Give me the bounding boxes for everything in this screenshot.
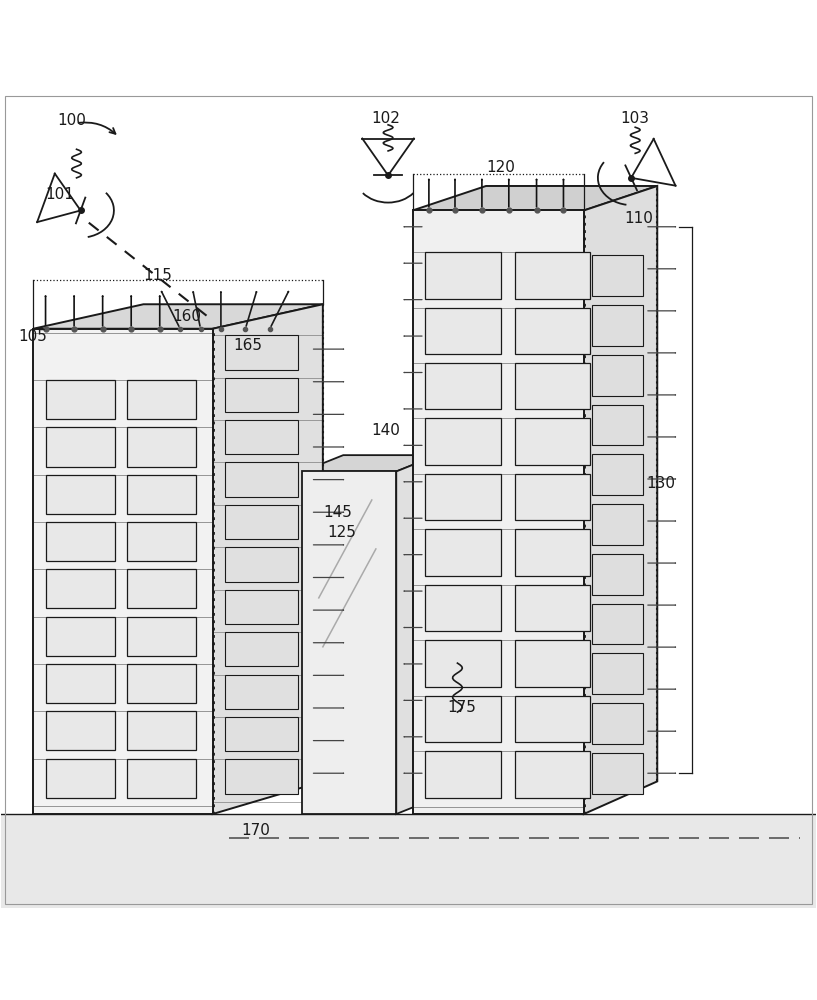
Polygon shape — [592, 454, 643, 495]
Polygon shape — [592, 554, 643, 595]
Polygon shape — [302, 471, 396, 814]
Polygon shape — [592, 703, 643, 744]
Text: 101: 101 — [46, 187, 74, 202]
Polygon shape — [33, 304, 323, 329]
Polygon shape — [425, 474, 501, 520]
Polygon shape — [127, 380, 196, 419]
Polygon shape — [46, 522, 115, 561]
Text: 110: 110 — [625, 211, 654, 226]
Text: 145: 145 — [323, 505, 352, 520]
Text: 170: 170 — [241, 823, 270, 838]
Polygon shape — [425, 308, 501, 354]
Polygon shape — [515, 418, 591, 465]
Polygon shape — [592, 255, 643, 296]
Polygon shape — [127, 617, 196, 656]
Polygon shape — [225, 717, 298, 751]
Polygon shape — [592, 753, 643, 794]
Text: 165: 165 — [233, 338, 262, 353]
Polygon shape — [592, 504, 643, 545]
Polygon shape — [225, 547, 298, 582]
Polygon shape — [46, 380, 115, 419]
Polygon shape — [127, 569, 196, 608]
Polygon shape — [515, 308, 591, 354]
Polygon shape — [425, 252, 501, 299]
Text: 100: 100 — [58, 113, 87, 128]
Polygon shape — [413, 186, 657, 210]
Polygon shape — [225, 335, 298, 370]
Polygon shape — [425, 363, 501, 409]
Polygon shape — [225, 462, 298, 497]
Polygon shape — [46, 617, 115, 656]
Polygon shape — [46, 664, 115, 703]
Polygon shape — [225, 590, 298, 624]
Polygon shape — [127, 522, 196, 561]
Polygon shape — [225, 505, 298, 539]
Polygon shape — [212, 304, 323, 814]
Polygon shape — [515, 751, 591, 798]
Text: 105: 105 — [19, 329, 47, 344]
Polygon shape — [515, 529, 591, 576]
Polygon shape — [127, 711, 196, 750]
Polygon shape — [515, 363, 591, 409]
Polygon shape — [515, 696, 591, 742]
Polygon shape — [592, 355, 643, 396]
Polygon shape — [1, 814, 816, 908]
Text: 102: 102 — [372, 111, 400, 126]
Polygon shape — [225, 632, 298, 666]
Text: 103: 103 — [621, 111, 650, 126]
Polygon shape — [225, 759, 298, 794]
Polygon shape — [592, 305, 643, 346]
Polygon shape — [46, 569, 115, 608]
Polygon shape — [396, 455, 437, 814]
Polygon shape — [413, 210, 584, 814]
Text: 115: 115 — [144, 268, 172, 283]
Polygon shape — [425, 585, 501, 631]
Text: 140: 140 — [372, 423, 400, 438]
Text: 160: 160 — [172, 309, 201, 324]
Polygon shape — [592, 604, 643, 644]
Polygon shape — [515, 640, 591, 687]
Polygon shape — [584, 186, 657, 814]
Polygon shape — [425, 640, 501, 687]
Polygon shape — [515, 585, 591, 631]
Polygon shape — [515, 474, 591, 520]
Polygon shape — [33, 329, 212, 814]
Polygon shape — [425, 696, 501, 742]
Text: 125: 125 — [327, 525, 356, 540]
Polygon shape — [127, 475, 196, 514]
Polygon shape — [225, 378, 298, 412]
Polygon shape — [592, 405, 643, 445]
Polygon shape — [302, 455, 437, 471]
Polygon shape — [127, 427, 196, 467]
Polygon shape — [225, 420, 298, 454]
Polygon shape — [46, 427, 115, 467]
Text: 120: 120 — [486, 160, 515, 175]
Polygon shape — [46, 475, 115, 514]
Polygon shape — [46, 711, 115, 750]
Text: 175: 175 — [448, 700, 476, 715]
Polygon shape — [515, 252, 591, 299]
Polygon shape — [225, 675, 298, 709]
Polygon shape — [127, 759, 196, 798]
Polygon shape — [592, 653, 643, 694]
Polygon shape — [127, 664, 196, 703]
Polygon shape — [425, 751, 501, 798]
Polygon shape — [425, 529, 501, 576]
Text: 130: 130 — [647, 476, 676, 491]
Polygon shape — [46, 759, 115, 798]
Polygon shape — [425, 418, 501, 465]
